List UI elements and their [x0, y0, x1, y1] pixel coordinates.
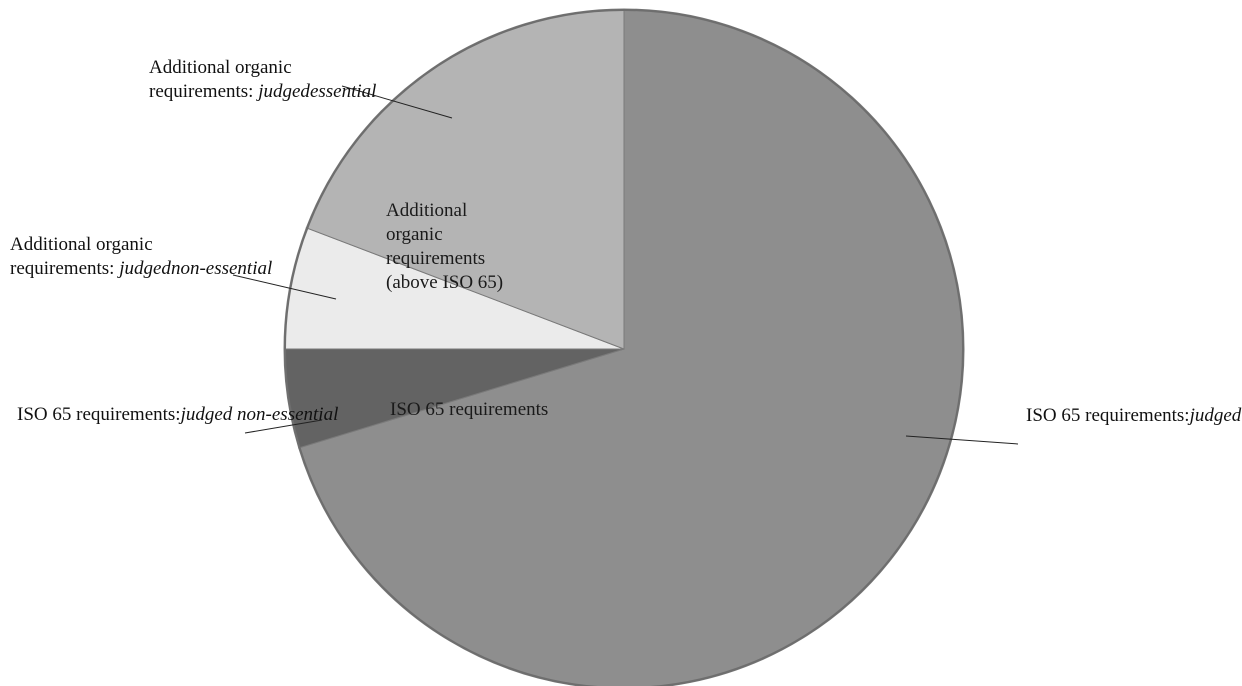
group-label-1: Additional organic requirements (above ISO …	[386, 200, 503, 293]
slice-label-3: Additional organic requirements: judgedes…	[149, 57, 376, 102]
leader-line-1	[244, 419, 323, 434]
leader-line-2	[232, 274, 337, 300]
slice-label-2: Additional organic requirements: judgedno…	[10, 234, 272, 279]
slices-layer	[283, 8, 965, 686]
leader-lines-layer	[232, 85, 1019, 445]
group-label-0: ISO 65 requirements	[390, 399, 548, 420]
leader-line-0	[905, 435, 1019, 445]
slice-label-1: ISO 65 requirements:judged non-essential	[17, 404, 338, 425]
pie-rim	[284, 9, 964, 686]
slice-labels-layer: ISO 65 requirements:judged as minimum ISO…	[10, 57, 1242, 426]
inner-labels-layer: ISO 65 requirements Additional organic requ…	[386, 200, 548, 420]
slice-label-0: ISO 65 requirements:judged as minimum	[1026, 405, 1242, 426]
leader-line-3	[341, 85, 453, 119]
